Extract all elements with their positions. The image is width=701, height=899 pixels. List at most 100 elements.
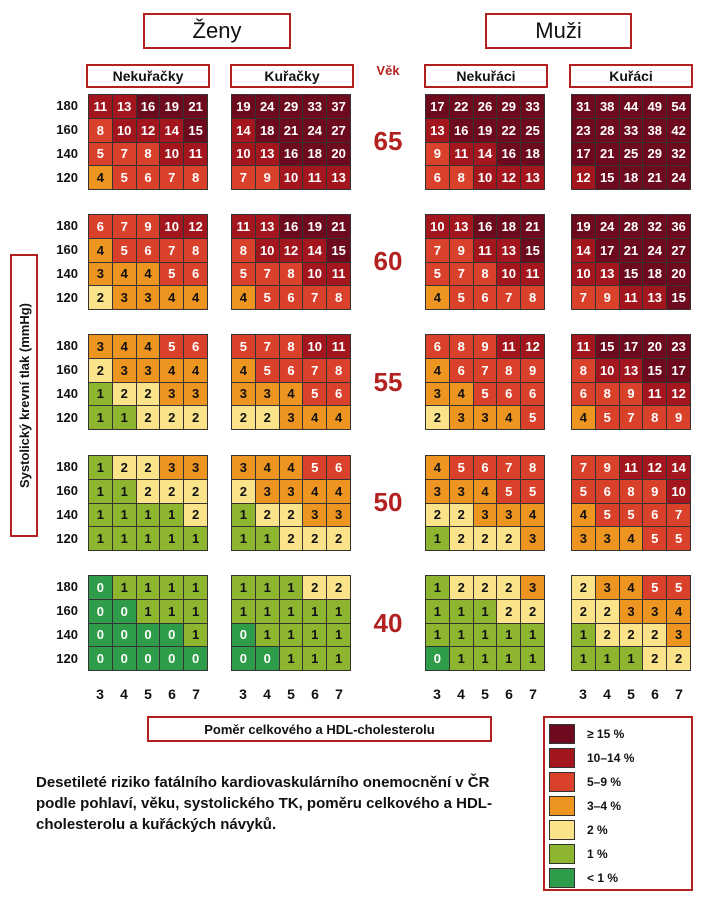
bp-row-label: 140 xyxy=(56,627,78,642)
legend-item: 2 % xyxy=(549,820,608,840)
risk-cell: 1 xyxy=(255,599,279,623)
risk-cell: 15 xyxy=(595,166,619,189)
legend-swatch xyxy=(549,748,575,768)
risk-cell: 0 xyxy=(426,647,449,670)
risk-cell: 16 xyxy=(449,118,473,142)
risk-cell: 3 xyxy=(160,382,184,406)
risk-cell: 6 xyxy=(327,382,350,406)
bp-row-label: 120 xyxy=(56,170,78,185)
risk-cell: 6 xyxy=(89,215,112,238)
risk-cell: 24 xyxy=(643,238,667,262)
risk-cell: 19 xyxy=(232,95,255,118)
risk-cell: 1 xyxy=(473,623,497,647)
risk-cell: 33 xyxy=(303,95,327,118)
risk-cell: 10 xyxy=(279,166,303,189)
risk-cell: 4 xyxy=(426,456,449,479)
risk-cell: 4 xyxy=(279,456,303,479)
risk-cell: 2 xyxy=(449,503,473,527)
risk-cell: 3 xyxy=(184,382,207,406)
x-tick-label: 3 xyxy=(579,686,587,702)
risk-cell: 17 xyxy=(667,358,690,382)
legend-swatch xyxy=(549,772,575,792)
risk-cell: 24 xyxy=(595,215,619,238)
group-nekuracky: Nekuřačky xyxy=(86,64,210,88)
risk-cell: 5 xyxy=(112,166,136,189)
risk-cell: 15 xyxy=(327,238,350,262)
risk-grid: 19 24 29 33 37 14 18 21 24 27 10 13 16 18 20 7 9 10 11 13 xyxy=(231,94,351,190)
risk-grid: 6 7 9 10 12 4 5 6 7 8 3 4 4 5 6 2 3 3 4 4 xyxy=(88,214,208,310)
risk-cell: 4 xyxy=(619,527,643,550)
risk-cell: 1 xyxy=(473,599,497,623)
risk-cell: 0 xyxy=(89,599,112,623)
legend-label: < 1 % xyxy=(587,871,619,885)
risk-cell: 10 xyxy=(473,166,497,189)
risk-cell: 10 xyxy=(497,262,521,286)
risk-cell: 1 xyxy=(160,599,184,623)
risk-cell: 1 xyxy=(184,527,207,550)
risk-cell: 2 xyxy=(303,527,327,550)
risk-cell: 3 xyxy=(595,527,619,550)
risk-cell: 13 xyxy=(497,238,521,262)
risk-cell: 2 xyxy=(112,382,136,406)
risk-cell: 20 xyxy=(667,262,690,286)
risk-cell: 2 xyxy=(595,599,619,623)
risk-cell: 4 xyxy=(426,358,449,382)
risk-cell: 6 xyxy=(595,479,619,503)
risk-cell: 4 xyxy=(667,599,690,623)
risk-cell: 32 xyxy=(667,142,690,166)
risk-cell: 1 xyxy=(521,623,544,647)
risk-cell: 1 xyxy=(112,406,136,429)
age-label: 50 xyxy=(373,487,403,517)
risk-cell: 12 xyxy=(521,335,544,358)
risk-cell: 7 xyxy=(449,262,473,286)
risk-cell: 1 xyxy=(279,623,303,647)
risk-cell: 3 xyxy=(449,479,473,503)
legend-swatch xyxy=(549,868,575,888)
risk-cell: 5 xyxy=(643,576,667,599)
risk-cell: 3 xyxy=(160,456,184,479)
risk-cell: 2 xyxy=(232,406,255,429)
risk-cell: 3 xyxy=(426,382,449,406)
risk-cell: 3 xyxy=(89,262,112,286)
x-tick-label: 7 xyxy=(675,686,683,702)
risk-cell: 21 xyxy=(619,238,643,262)
risk-cell: 1 xyxy=(426,527,449,550)
risk-cell: 0 xyxy=(184,647,207,670)
x-tick-label: 4 xyxy=(603,686,611,702)
risk-cell: 21 xyxy=(643,166,667,189)
risk-cell: 5 xyxy=(303,456,327,479)
bp-row-label: 160 xyxy=(56,603,78,618)
risk-cell: 2 xyxy=(619,623,643,647)
risk-cell: 0 xyxy=(136,623,160,647)
risk-cell: 2 xyxy=(426,406,449,429)
risk-grid: 31 38 44 49 54 23 28 33 38 42 17 21 25 29 32 12 15 18 21 24 xyxy=(571,94,691,190)
risk-cell: 15 xyxy=(643,358,667,382)
risk-cell: 23 xyxy=(667,335,690,358)
bp-row-label: 160 xyxy=(56,242,78,257)
risk-grid: 19 24 28 32 36 14 17 21 24 27 10 13 15 18 20 7 9 11 13 15 xyxy=(571,214,691,310)
risk-cell: 4 xyxy=(327,479,350,503)
risk-cell: 8 xyxy=(184,238,207,262)
risk-cell: 9 xyxy=(595,456,619,479)
risk-cell: 5 xyxy=(449,456,473,479)
risk-cell: 0 xyxy=(112,647,136,670)
bp-row-label: 160 xyxy=(56,483,78,498)
risk-cell: 4 xyxy=(184,286,207,309)
risk-cell: 5 xyxy=(255,286,279,309)
risk-cell: 32 xyxy=(643,215,667,238)
risk-cell: 2 xyxy=(449,527,473,550)
risk-cell: 4 xyxy=(112,335,136,358)
risk-cell: 3 xyxy=(255,382,279,406)
risk-cell: 1 xyxy=(327,599,350,623)
risk-cell: 11 xyxy=(327,335,350,358)
risk-cell: 1 xyxy=(449,623,473,647)
risk-cell: 2 xyxy=(136,406,160,429)
legend-label: 2 % xyxy=(587,823,608,837)
risk-cell: 1 xyxy=(255,623,279,647)
risk-cell: 1 xyxy=(112,576,136,599)
risk-cell: 6 xyxy=(497,382,521,406)
group-kuraci: Kuřáci xyxy=(569,64,693,88)
